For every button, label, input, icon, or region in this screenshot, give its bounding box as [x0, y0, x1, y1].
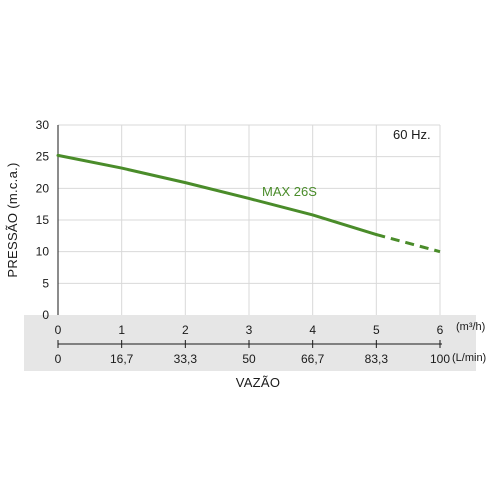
x-tick-label-m3h: 6 [437, 323, 444, 337]
y-tick-label: 10 [36, 245, 50, 259]
x-unit-m3h: (m³/h) [456, 321, 485, 333]
x-axis-band [24, 315, 476, 371]
x-unit-lmin: (L/min) [452, 352, 486, 364]
x-tick-labels-m3h: 0 1 2 3 4 5 6 [55, 323, 444, 337]
x-tick-label-m3h: 3 [246, 323, 253, 337]
x-tick-label-m3h: 1 [118, 323, 125, 337]
y-tick-label: 15 [36, 213, 50, 227]
x-tick-label-lmin: 0 [55, 352, 62, 366]
series-label: MAX 26S [262, 184, 317, 199]
x-tick-label-m3h: 5 [373, 323, 380, 337]
frequency-annotation: 60 Hz. [393, 127, 431, 142]
grid [58, 124, 441, 315]
x-tick-label-lmin: 100 [430, 352, 450, 366]
y-tick-label: 25 [36, 150, 50, 164]
y-tick-label: 30 [36, 118, 50, 132]
x-tick-label-lmin: 83,3 [365, 352, 389, 366]
x-tick-label-m3h: 4 [309, 323, 316, 337]
x-tick-label-m3h: 0 [55, 323, 62, 337]
x-tick-labels-lmin: 0 16,7 33,3 50 66,7 83,3 100 [55, 340, 450, 366]
series-line-max-26s-extension [375, 233, 441, 254]
y-tick-labels: 0 5 10 15 20 25 30 [36, 118, 50, 322]
x-tick-label-lmin: 50 [242, 352, 256, 366]
y-axis-label: PRESSÃO (m.c.a.) [5, 162, 20, 277]
x-tick-label-m3h: 2 [182, 323, 189, 337]
x-tick-label-lmin: 66,7 [301, 352, 325, 366]
series-line-max-26s [56, 153, 378, 237]
y-tick-label: 20 [36, 181, 50, 195]
y-tick-label: 5 [42, 276, 49, 290]
series-group [56, 153, 441, 254]
y-tick-label: 0 [42, 308, 49, 322]
x-tick-label-lmin: 16,7 [110, 352, 134, 366]
x-tick-label-lmin: 33,3 [174, 352, 198, 366]
x-axis-label: VAZÃO [236, 375, 281, 390]
